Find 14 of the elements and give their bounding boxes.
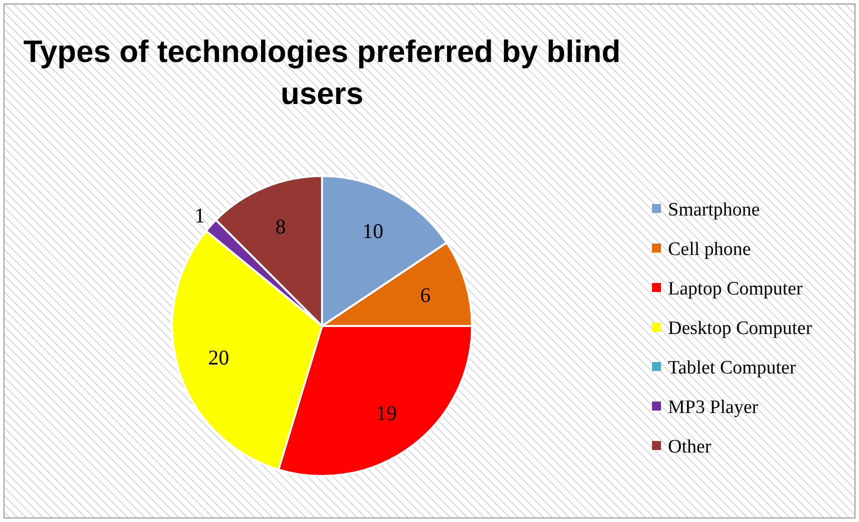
data-label: 8 [275,214,286,239]
legend-label: MP3 Player [668,397,759,418]
legend-label: Cell phone [668,239,751,260]
legend-label: Desktop Computer [668,318,813,340]
legend-label: Tablet Computer [668,358,797,379]
data-label: 20 [208,346,230,370]
data-label: 1 [194,204,205,228]
legend-label: Smartphone [668,200,760,221]
data-label: 10 [362,219,384,244]
legend-label: Laptop Computer [668,278,804,300]
data-label: 19 [376,401,397,426]
data-label: 6 [420,283,431,307]
chart-title: Types of technologies preferred by blind users [23,34,621,111]
legend-label: Other [668,436,712,458]
